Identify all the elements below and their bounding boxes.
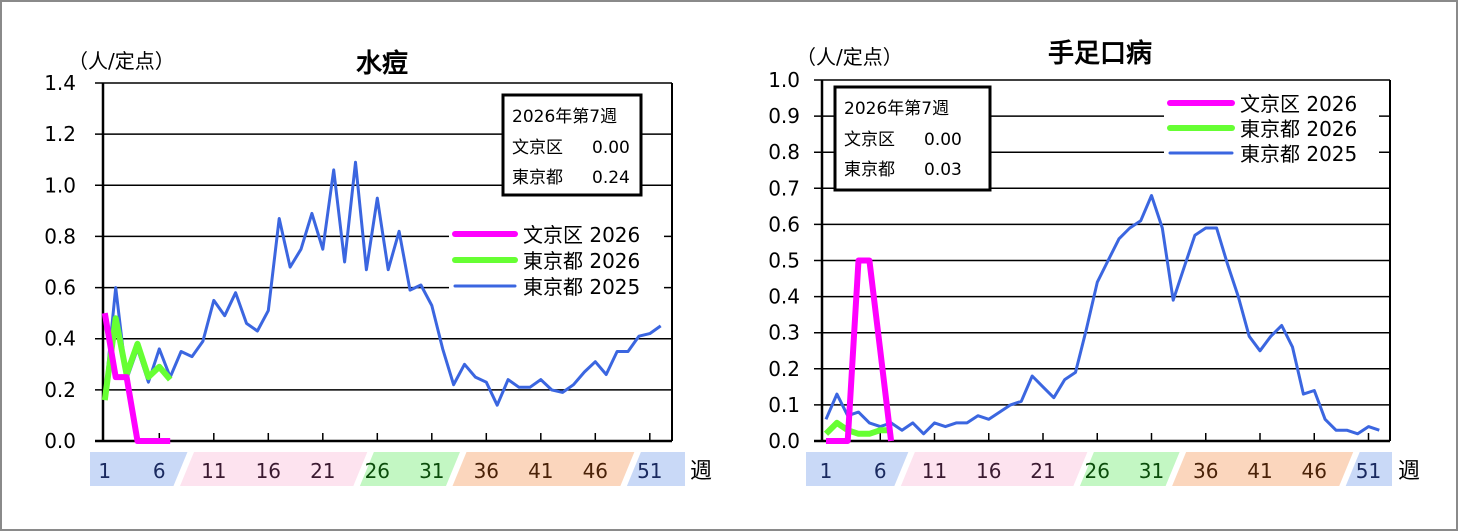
week-band bbox=[452, 452, 635, 486]
x-tick-label: 1 bbox=[98, 459, 111, 483]
x-tick-label: 16 bbox=[976, 459, 1001, 483]
week-band bbox=[180, 452, 368, 486]
x-tick-label: 41 bbox=[1247, 459, 1272, 483]
y-tick-label: 0.8 bbox=[768, 140, 800, 164]
legend-label: 文京区 2026 bbox=[523, 223, 640, 247]
x-tick-label: 6 bbox=[874, 459, 887, 483]
week-band bbox=[1345, 452, 1392, 486]
info-box-label: 東京都 bbox=[512, 168, 563, 188]
info-box-label: 東京都 bbox=[844, 160, 895, 180]
week-bands: 1 6 11 16 21 26 31 36 41 46 51 週 bbox=[806, 452, 1420, 486]
x-tick-label: 16 bbox=[256, 459, 281, 483]
y-unit-label: （人/定点） bbox=[796, 45, 903, 69]
x-tick-label: 36 bbox=[474, 459, 499, 483]
x-tick-label: 11 bbox=[922, 459, 947, 483]
y-axis-ticks: 0.0 0.1 0.2 0.3 0.4 0.5 0.6 0.7 0.8 0.9 1.0 bbox=[768, 68, 800, 453]
x-tick-label: 36 bbox=[1193, 459, 1218, 483]
x-tick-label: 21 bbox=[310, 459, 335, 483]
info-box-label: 文京区 bbox=[512, 138, 563, 158]
x-tick-label: 26 bbox=[365, 459, 390, 483]
y-axis-ticks: 0.0 0.2 0.4 0.6 0.8 1.0 1.2 1.4 bbox=[44, 71, 76, 453]
y-tick-label: 0.8 bbox=[44, 224, 76, 248]
chart-title: 水痘 bbox=[356, 48, 408, 79]
x-tick-label: 31 bbox=[419, 459, 444, 483]
week-bands: 1 6 11 16 21 26 31 36 41 46 51 週 bbox=[90, 452, 712, 486]
info-box-frame bbox=[833, 85, 992, 192]
y-tick-label: 0.0 bbox=[44, 429, 76, 453]
info-box-label: 文京区 bbox=[844, 130, 895, 150]
legend-label: 東京都 2026 bbox=[523, 249, 640, 273]
x-tick-label: 51 bbox=[637, 459, 662, 483]
y-tick-label: 1.2 bbox=[44, 122, 76, 146]
week-band bbox=[900, 452, 1088, 486]
x-tick-label: 11 bbox=[201, 459, 226, 483]
y-tick-label: 0.0 bbox=[768, 429, 800, 453]
y-tick-label: 0.3 bbox=[768, 321, 800, 345]
legend-label: 文京区 2026 bbox=[1240, 92, 1357, 116]
series-tokyo_2026 bbox=[823, 419, 892, 437]
series-bunkyo_2026 bbox=[826, 257, 895, 444]
legend-label: 東京都 2026 bbox=[1240, 117, 1357, 141]
y-tick-label: 0.4 bbox=[44, 327, 76, 351]
week-band bbox=[1079, 452, 1180, 486]
y-tick-label: 0.6 bbox=[44, 276, 76, 300]
info-box-title: 2026年第7週 bbox=[512, 107, 617, 127]
x-tick-label: 41 bbox=[528, 459, 553, 483]
series-lines bbox=[101, 160, 662, 444]
y-tick-label: 0.9 bbox=[768, 104, 800, 128]
info-box-value: 0.24 bbox=[592, 168, 630, 188]
x-tick-label: 46 bbox=[1302, 459, 1327, 483]
week-band bbox=[1172, 452, 1354, 486]
chart-title: 手足口病 bbox=[1048, 39, 1152, 69]
series-bunkyo_2026 bbox=[101, 312, 171, 444]
info-box-value: 0.00 bbox=[924, 130, 962, 150]
y-tick-label: 1.0 bbox=[44, 173, 76, 197]
legend-label: 東京都 2025 bbox=[1240, 142, 1357, 166]
x-unit-label: 週 bbox=[690, 459, 712, 484]
y-tick-label: 0.7 bbox=[768, 176, 800, 200]
y-tick-label: 1.4 bbox=[44, 71, 76, 95]
series-lines bbox=[823, 194, 1380, 444]
x-tick-label: 26 bbox=[1085, 459, 1110, 483]
y-tick-label: 0.1 bbox=[768, 393, 800, 417]
info-box-value: 0.03 bbox=[924, 160, 962, 180]
x-unit-label: 週 bbox=[1398, 459, 1420, 484]
x-tick-label: 46 bbox=[583, 459, 608, 483]
week-band bbox=[806, 452, 909, 486]
y-tick-label: 0.6 bbox=[768, 212, 800, 236]
x-tick-label: 1 bbox=[820, 459, 833, 483]
y-tick-label: 0.4 bbox=[768, 285, 800, 309]
info-box-value: 0.00 bbox=[592, 138, 630, 158]
chart-hfmd: （人/定点） 手足口病 0.00.10.20.30.40.50.60.70.80… bbox=[768, 39, 1420, 486]
x-tick-label: 21 bbox=[1030, 459, 1055, 483]
y-unit-label: （人/定点） bbox=[68, 49, 175, 73]
y-tick-label: 0.5 bbox=[768, 249, 800, 273]
legend-label: 東京都 2025 bbox=[523, 275, 640, 299]
x-tick-label: 6 bbox=[153, 459, 166, 483]
info-box-frame bbox=[501, 93, 643, 197]
info-box-title: 2026年第7週 bbox=[844, 99, 949, 119]
chart-chickenpox: （人/定点） 水痘 0.00.20.40.60.81.01.21.4 1 6 11 1… bbox=[44, 48, 712, 486]
y-tick-label: 0.2 bbox=[44, 378, 76, 402]
y-tick-label: 0.2 bbox=[768, 357, 800, 381]
y-tick-label: 1.0 bbox=[768, 68, 800, 92]
week-band bbox=[359, 452, 460, 486]
series-tokyo_2026 bbox=[101, 315, 173, 401]
x-tick-label: 31 bbox=[1139, 459, 1164, 483]
week-band bbox=[90, 452, 188, 486]
series-tokyo_2025 bbox=[824, 194, 1380, 436]
series-tokyo_2025 bbox=[103, 160, 662, 407]
x-tick-label: 51 bbox=[1356, 459, 1381, 483]
week-band bbox=[626, 452, 685, 486]
